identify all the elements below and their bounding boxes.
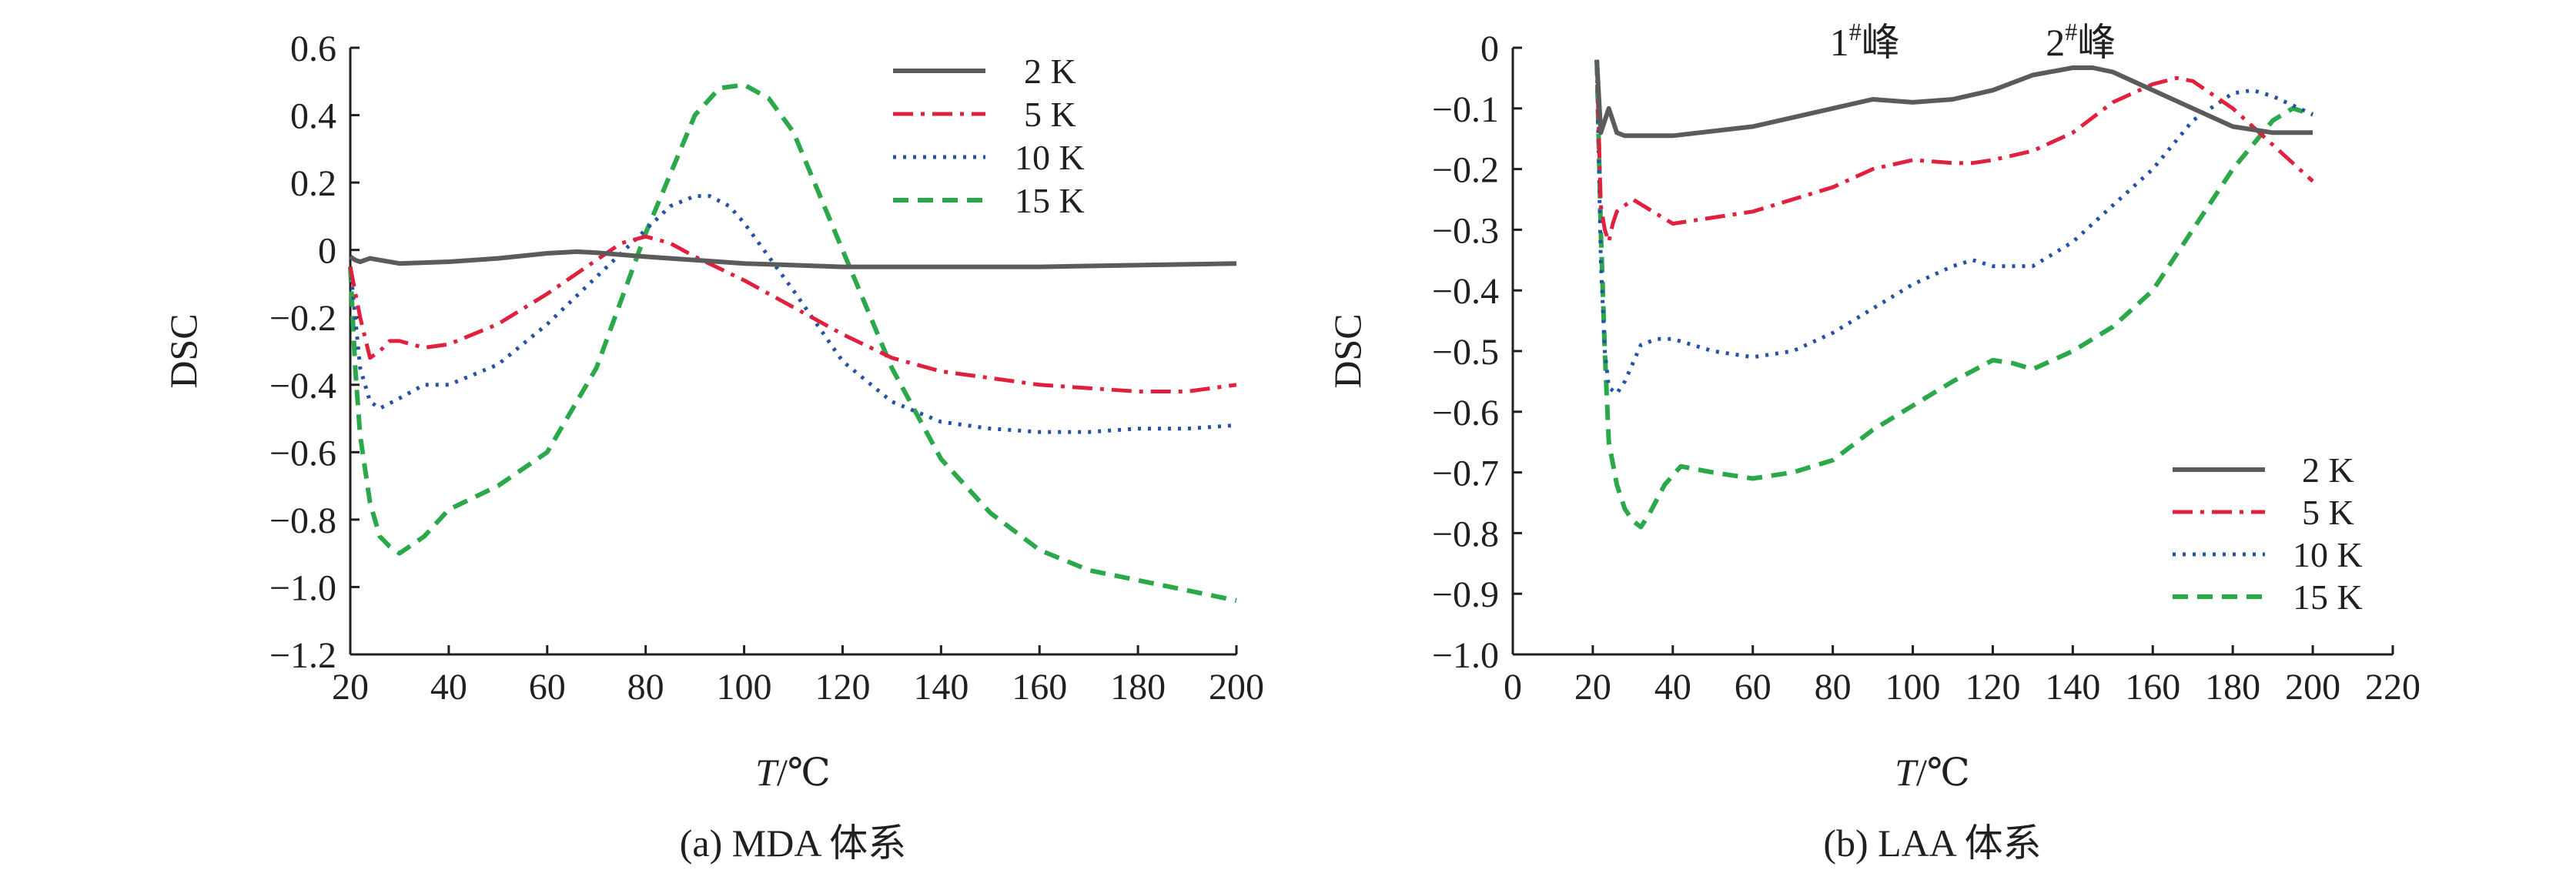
panel-b-x-tick-label: 120: [1965, 667, 2020, 708]
panel-a-y-tick-label: 0.4: [290, 96, 336, 137]
panel-b-x-tick-label: 80: [1815, 667, 1852, 708]
panel-a-x-tick-label: 160: [1012, 667, 1067, 708]
panel-b-x-tick-label: 100: [1885, 667, 1941, 708]
panel-b-annotations: 1#峰 2#峰: [1830, 18, 2116, 64]
panel-a-plot-area: 0.6 0.4 0.2 0 −0.2 −0.4 −0.6 −0.8 −1.0 −1.2 20 40 6…: [269, 28, 1264, 708]
panel-b-x-tick-label: 160: [2125, 667, 2180, 708]
panel-a-x-tick-label: 120: [815, 667, 870, 708]
peak-annotation-superscript: #: [1849, 18, 1862, 45]
panel-b-y-tick-label: −0.9: [1432, 574, 1499, 615]
panel-b-y-tick-label: −0.8: [1432, 514, 1499, 554]
panel-b-legend-label: 5 K: [2302, 493, 2354, 532]
panel-b-series-5k: [1594, 59, 2314, 244]
panel-a-x-axis-title-unit: /℃: [777, 751, 831, 794]
panel-b-laa: 0 −0.1 −0.2 −0.3 −0.4 −0.5 −0.6 −0.7 −0.8 −0.9 −1.…: [1326, 18, 2420, 865]
panel-b-y-tick-label: −0.7: [1432, 453, 1499, 494]
panel-a-y-tick-label: −1.2: [269, 635, 336, 676]
panel-b-y-tick-label: 0: [1480, 28, 1499, 69]
panel-a-y-tick-label: −0.6: [269, 433, 336, 473]
panel-a-y-tick-label: 0.2: [290, 163, 336, 204]
panel-a-legend-label: 5 K: [1024, 95, 1076, 134]
panel-b-x-tick-label: 180: [2205, 667, 2260, 708]
panel-b-series-15k: [1594, 59, 2313, 530]
panel-a-x-tick-label: 140: [913, 667, 969, 708]
peak-annotation-text: 峰: [1862, 21, 1900, 64]
panel-b-legend-label: 15 K: [2293, 577, 2363, 617]
panel-b-y-tick-label: −0.2: [1432, 150, 1499, 191]
panel-a-y-tick-label: −1.0: [269, 567, 336, 608]
panel-a-series-2k: [349, 249, 1237, 269]
panel-a-y-tick-label: 0.6: [290, 28, 336, 69]
panel-b-x-tick-label: 0: [1504, 667, 1522, 708]
panel-a-x-tick-label: 40: [430, 667, 467, 708]
panel-a-y-tick-label: −0.8: [269, 500, 336, 541]
panel-b-y-axis-title: DSC: [1326, 313, 1369, 388]
panel-a-series-10k: [348, 194, 1237, 434]
panel-a-x-tick-label: 60: [529, 667, 566, 708]
panel-a-y-axis-title: DSC: [162, 313, 205, 388]
panel-b-x-ticks: 0 20 40 60 80 100 120 140 160 180 200 220: [1504, 645, 2420, 708]
peak-annotation-number: 1: [1830, 21, 1849, 64]
panel-b-legend: 2 K5 K10 K15 K: [2173, 450, 2363, 617]
panel-b-x-tick-label: 40: [1654, 667, 1691, 708]
peak-annotation-superscript: #: [2065, 18, 2077, 45]
panel-b-y-tick-label: −0.6: [1432, 393, 1499, 433]
panel-b-series: [1594, 59, 2314, 530]
panel-a-x-ticks: 20 40 60 80 100 120 140 160 180 200: [332, 645, 1264, 708]
panel-a-x-tick-label: 80: [627, 667, 664, 708]
panel-b-legend-label: 2 K: [2302, 450, 2354, 490]
panel-a-legend-label: 15 K: [1015, 181, 1085, 220]
panel-a-x-tick-label: 200: [1209, 667, 1264, 708]
panel-a-legend-label: 10 K: [1015, 138, 1085, 177]
panel-a-y-tick-label: 0: [318, 231, 336, 272]
panel-a-y-ticks: 0.6 0.4 0.2 0 −0.2 −0.4 −0.6 −0.8 −1.0 −1.2: [269, 28, 360, 676]
panel-b-caption: (b) LAA 体系: [1823, 821, 2041, 865]
panel-b-x-axis-title-unit: /℃: [1916, 751, 1970, 794]
panel-a-series: [348, 82, 1237, 603]
panel-a-series-5k: [348, 234, 1237, 393]
panel-a-x-axis-title: T/℃: [755, 751, 831, 794]
panel-b-x-tick-label: 200: [2285, 667, 2340, 708]
panel-b-y-ticks: 0 −0.1 −0.2 −0.3 −0.4 −0.5 −0.6 −0.7 −0.8 −0.9 −1.…: [1432, 28, 1522, 676]
panel-a-x-tick-label: 180: [1110, 667, 1166, 708]
panel-b-x-tick-label: 220: [2365, 667, 2420, 708]
panel-b-y-tick-label: −0.1: [1432, 89, 1499, 130]
panel-a-mda: 0.6 0.4 0.2 0 −0.2 −0.4 −0.6 −0.8 −1.0 −1.2 20 40 6…: [162, 28, 1264, 865]
panel-a-series-15k: [348, 82, 1237, 603]
panel-a-y-tick-label: −0.2: [269, 298, 336, 339]
panel-b-series-2k: [1594, 59, 2313, 139]
panel-a-y-tick-label: −0.4: [269, 366, 336, 407]
panel-b-x-axis-title-symbol: T: [1895, 751, 1919, 794]
panel-b-x-tick-label: 140: [2045, 667, 2100, 708]
panel-a-x-tick-label: 20: [332, 667, 369, 708]
peak-1-annotation: 1#峰: [1830, 18, 1900, 64]
panel-b-y-tick-label: −0.4: [1432, 271, 1499, 312]
panel-a-caption: (a) MDA 体系: [680, 821, 906, 865]
peak-annotation-number: 2: [2046, 21, 2065, 64]
panel-b-x-tick-label: 20: [1574, 667, 1611, 708]
panel-b-plot-area: 0 −0.1 −0.2 −0.3 −0.4 −0.5 −0.6 −0.7 −0.8 −0.9 −1.…: [1432, 18, 2420, 708]
panel-a-x-tick-label: 100: [717, 667, 772, 708]
peak-2-annotation: 2#峰: [2046, 18, 2116, 64]
panel-b-series-10k: [1594, 59, 2314, 396]
panel-b-y-tick-label: −0.3: [1432, 210, 1499, 251]
panel-b-x-axis-title: T/℃: [1895, 751, 1970, 794]
panel-a-x-axis-title-symbol: T: [755, 751, 779, 794]
panel-b-x-tick-label: 60: [1735, 667, 1771, 708]
panel-b-legend-label: 10 K: [2293, 535, 2363, 574]
peak-annotation-text: 峰: [2077, 21, 2116, 64]
panel-b-y-tick-label: −0.5: [1432, 332, 1499, 373]
panel-a-legend-label: 2 K: [1024, 52, 1076, 91]
panel-b-y-tick-label: −1.0: [1432, 635, 1499, 676]
panel-a-legend: 2 K 5 K 10 K 15 K: [893, 52, 1085, 220]
